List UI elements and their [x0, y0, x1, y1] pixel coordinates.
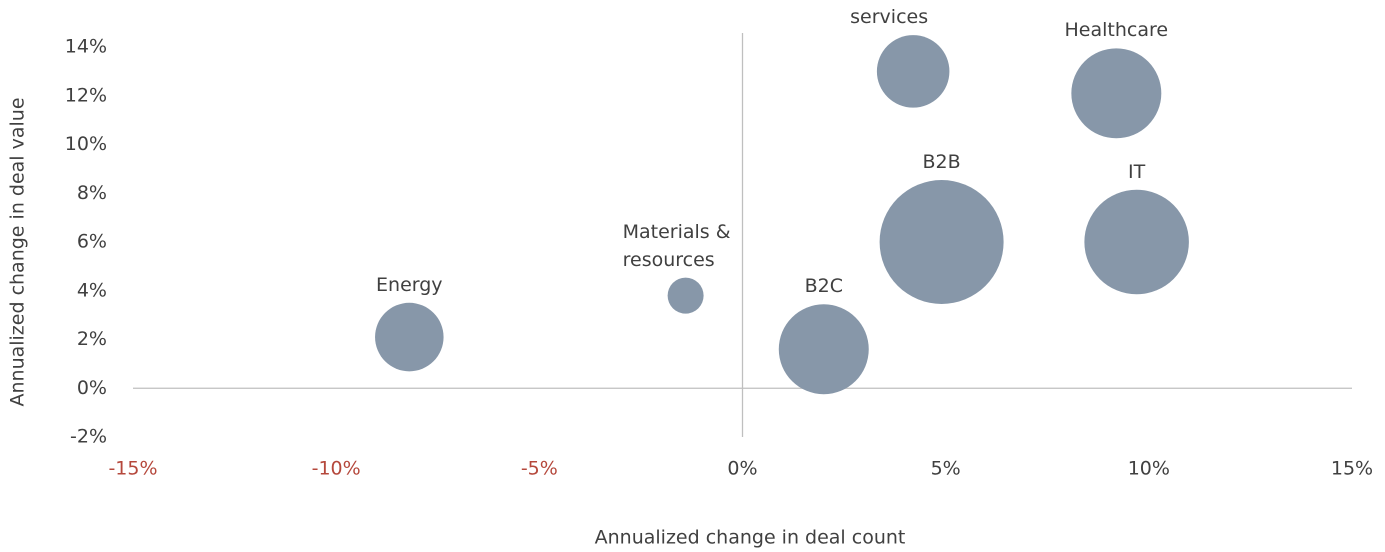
x-tick-label: -15%	[108, 458, 157, 480]
bubble-label: B2B	[922, 151, 961, 173]
bubble	[1084, 189, 1189, 295]
y-axis-title: Annualized change in deal value	[7, 97, 29, 406]
y-tick-label: 8%	[77, 182, 107, 204]
bubble	[375, 302, 444, 372]
bubble	[879, 180, 1004, 304]
x-axis-title: Annualized change in deal count	[595, 527, 906, 549]
y-tick-label: 12%	[65, 84, 107, 106]
bubble-label: Financial services	[850, 0, 933, 29]
y-tick-label: 10%	[65, 133, 107, 155]
bubble-label: IT	[1128, 160, 1146, 183]
y-tick-label: 14%	[65, 36, 107, 58]
bubble-label: Materials & resources	[622, 220, 731, 271]
bubble-label: B2C	[804, 275, 843, 298]
y-tick-label: 6%	[77, 231, 107, 253]
bubble-label: Energy	[376, 273, 443, 296]
y-tick-label: -2%	[70, 426, 107, 448]
x-tick-label: 5%	[931, 458, 961, 480]
x-tick-label: -5%	[521, 458, 558, 480]
bubble	[1071, 48, 1162, 139]
y-tick-label: 0%	[77, 377, 107, 399]
x-tick-label: 15%	[1331, 458, 1373, 480]
x-tick-label: 10%	[1128, 458, 1170, 480]
bubble-label: Healthcare	[1064, 19, 1169, 42]
x-tick-label: 0%	[727, 458, 757, 480]
bubble	[876, 35, 950, 108]
bubble	[778, 304, 869, 395]
y-tick-label: 2%	[77, 328, 107, 350]
bubble	[667, 277, 704, 314]
y-tick-label: 4%	[77, 279, 107, 301]
x-tick-label: -10%	[312, 458, 361, 480]
